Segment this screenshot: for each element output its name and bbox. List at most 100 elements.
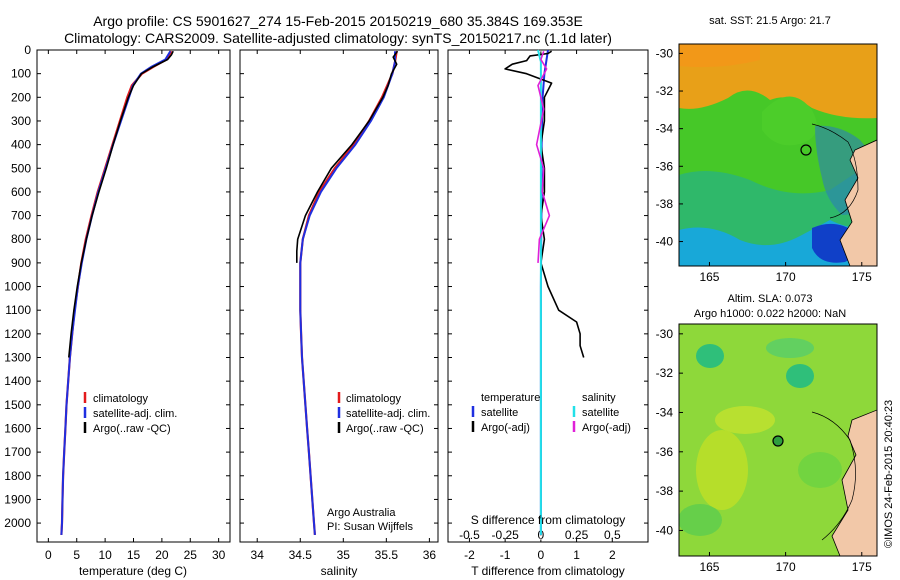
sla-contour-line [811,411,856,541]
map-lon-label: 165 [699,560,719,574]
x-tick-label: 10 [98,548,112,562]
top-tick-label: -0.25 [491,528,519,542]
map-lon-label: 170 [776,270,796,284]
sst-map-title: sat. SST: 21.5 Argo: 21.7 [709,15,831,27]
sst-contour-line [811,123,859,219]
map-lat-label: -34 [656,405,674,419]
difference-legend: temperature satellite Argo(-adj) salinit… [471,392,631,434]
salinity-profile-chart: 34 34.5 35 35.5 36 [240,49,438,562]
x-tick-label: 0 [538,548,545,562]
map-lat-label: -38 [656,484,674,498]
depth-axis: 0 100 200 300 400 500 600 700 800 900 1000 1100 1200… [4,43,31,530]
depth-tick-label: 1500 [4,398,31,412]
argo-line [68,50,174,358]
sst-map-frame [678,43,878,267]
depth-tick-label: 900 [11,256,31,270]
difference-panel-frame [447,49,649,543]
legend-salinity-heading: salinity [582,392,616,404]
figure-title-line1: Argo profile: CS 5901627_274 15-Feb-2015… [93,13,583,29]
depth-tick-label: 800 [11,232,31,246]
salinity-xlabel: salinity [321,564,358,578]
x-tick-label: 0 [45,548,52,562]
sla-low-2 [679,504,722,536]
x-tick-label: 35 [337,548,351,562]
map-lat-label: -36 [656,159,674,173]
figure-title-line2: Climatology: CARS2009. Satellite-adjuste… [64,30,612,46]
map-lon-label: 175 [852,270,872,284]
legend-argo-label: Argo(..raw -QC) [346,423,424,435]
sla-eddy-2 [786,364,814,388]
depth-tick-label: 100 [11,67,31,81]
depth-tick-label: 1800 [4,469,31,483]
x-tick-label: 35.5 [375,548,399,562]
sst-warmest-region [679,44,760,68]
depth-tick-label: 1300 [4,351,31,365]
x-tick-label: 34.5 [289,548,313,562]
annotation-pi-name: PI: Susan Wijffels [327,521,413,533]
map-lat-label: -40 [656,523,674,537]
map-lat-label: -34 [656,122,674,136]
x-tick-label: 25 [184,548,198,562]
depth-tick-label: 400 [11,138,31,152]
s-difference-title: S difference from climatology [471,513,626,527]
sst-map-axes: 165 170 175 -30 -32 -34 -36 -38 -40 [656,46,872,284]
legend-satellite-label: satellite-adj. clim. [93,408,177,420]
legend-s-argo-label: Argo(-adj) [582,422,631,434]
x-tick-label: 36 [423,548,437,562]
sst-green-tongue [762,96,817,146]
t-argo-diff-line [504,50,585,358]
legend-satellite-label: satellite-adj. clim. [346,408,430,420]
x-tick-label: 20 [155,548,169,562]
annotation-argo-australia: Argo Australia [327,507,396,519]
depth-tick-label: 1700 [4,445,31,459]
temperature-profile-chart: 0 5 10 15 20 25 30 [37,49,230,562]
depth-tick-label: 1600 [4,421,31,435]
depth-tick-label: 1100 [5,303,31,317]
x-tick-label: 34 [251,548,265,562]
top-tick-label: 0.5 [604,528,621,542]
sla-map [679,324,877,556]
argo-line [295,50,399,263]
depth-tick-label: 2000 [4,516,31,530]
map-lat-label: -40 [656,235,674,249]
sst-argo-marker [800,144,812,156]
map-lat-label: -38 [656,197,674,211]
x-tick-label: 5 [73,548,80,562]
x-tick-label: -1 [500,548,511,562]
map-lat-label: -30 [656,46,674,60]
sla-map-axes: 165 170 175 -30 -32 -34 -36 -38 -40 [656,327,872,574]
sla-map-title-line2: Argo h1000: 0.022 h2000: NaN [694,308,846,320]
x-tick-label: 30 [212,548,226,562]
map-lat-label: -36 [656,445,674,459]
temperature-xlabel: temperature (deg C) [79,564,187,578]
depth-tick-label: 600 [11,185,31,199]
x-tick-label: 1 [573,548,580,562]
depth-tick-label: 700 [11,209,31,223]
depth-tick-label: 1200 [4,327,31,341]
sst-map [679,44,877,266]
legend-climatology-label: climatology [93,393,149,405]
sla-eddy-3 [766,338,814,358]
map-lon-label: 170 [776,560,796,574]
temperature-panel-frame [36,49,231,543]
legend-argo-label: Argo(..raw -QC) [93,423,171,435]
t-difference-xlabel: T difference from climatology [471,564,625,578]
depth-tick-label: 300 [11,114,31,128]
sla-argo-marker [772,435,784,447]
sla-low-1 [798,452,842,488]
legend-t-argo-label: Argo(-adj) [481,422,530,434]
depth-tick-label: 1400 [4,374,31,388]
map-lat-label: -30 [656,327,674,341]
legend-temperature-heading: temperature [481,392,540,404]
depth-tick-label: 1000 [4,280,31,294]
legend-t-satellite-label: satellite [481,407,518,419]
land-new-zealand-top [839,139,877,266]
salinity-panel-frame [239,49,439,543]
sla-map-title-line1: Altim. SLA: 0.073 [728,293,813,305]
depth-tick-label: 200 [11,90,31,104]
depth-tick-label: 500 [11,161,31,175]
top-tick-label: -0.5 [459,528,480,542]
map-lon-label: 165 [699,270,719,284]
x-tick-label: 15 [127,548,141,562]
